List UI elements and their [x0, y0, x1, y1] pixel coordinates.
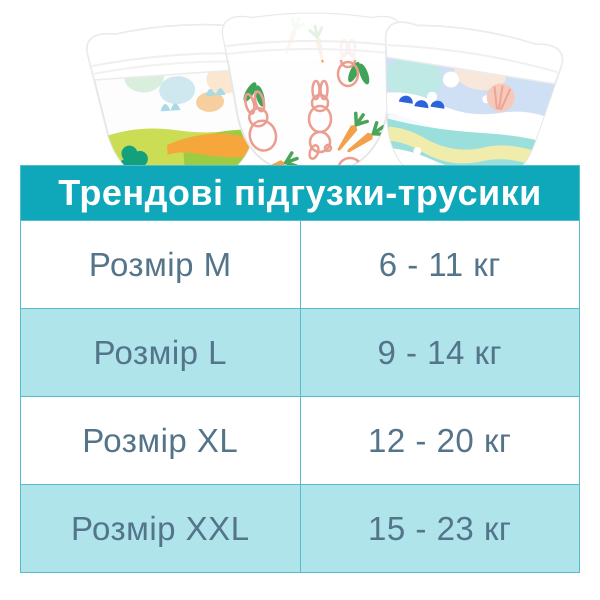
weight-cell: 15 - 23 кг	[368, 509, 512, 547]
ocean-wave-pattern-diaper-image	[363, 21, 565, 180]
weight-cell: 9 - 14 кг	[377, 333, 503, 371]
table-row: Розмір M 6 - 11 кг	[21, 220, 579, 308]
table-header: Трендові підгузки-трусики	[21, 166, 579, 220]
table-row: Розмір L 9 - 14 кг	[21, 308, 579, 396]
weight-cell: 12 - 20 кг	[368, 421, 512, 459]
table-title: Трендові підгузки-трусики	[58, 172, 542, 213]
size-cell: Розмір XL	[21, 397, 301, 484]
size-table: Трендові підгузки-трусики Розмір M 6 - 1…	[20, 165, 580, 573]
size-cell: Розмір L	[21, 309, 301, 396]
size-cell: Розмір M	[21, 221, 301, 308]
weight-cell: 6 - 11 кг	[378, 245, 501, 283]
table-row: Розмір XXL 15 - 23 кг	[21, 484, 579, 572]
size-cell: Розмір XXL	[21, 485, 301, 572]
table-row: Розмір XL 12 - 20 кг	[21, 396, 579, 484]
diaper-photos	[86, 12, 565, 180]
bunny-carrot-pattern-diaper-image	[221, 12, 403, 176]
